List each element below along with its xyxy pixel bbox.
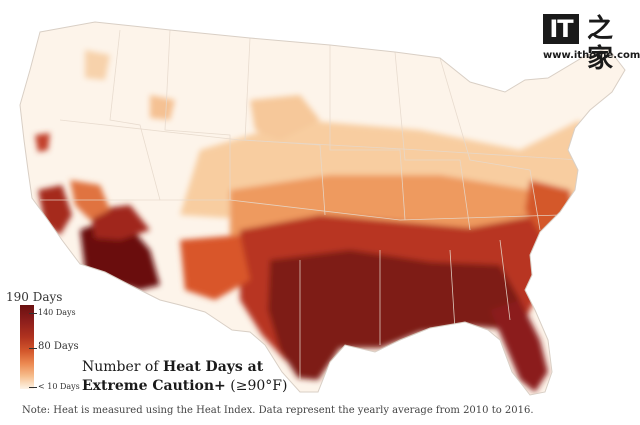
map-title-prefix: Number of xyxy=(82,359,163,375)
legend-tick-140 xyxy=(29,313,37,314)
map-title: Number of Heat Days at Extreme Caution+ … xyxy=(82,358,287,396)
logo-glyph: 之家 xyxy=(587,14,614,74)
ithome-logo: IT 之家 www.ithome.com xyxy=(543,14,640,74)
logo-url: www.ithome.com xyxy=(543,50,640,61)
data-note: Note: Heat is measured using the Heat In… xyxy=(22,405,534,416)
logo-mark: IT xyxy=(543,14,579,44)
legend-label-80: 80 Days xyxy=(38,341,79,352)
legend-label-140: 140 Days xyxy=(38,308,76,317)
map-title-suffix: (≥90°F) xyxy=(225,378,288,394)
legend-color-bar xyxy=(20,305,34,389)
us-outline xyxy=(19,21,626,396)
map-title-bold-1: Heat Days at xyxy=(163,359,264,375)
legend-label-10: < 10 Days xyxy=(38,382,80,391)
legend-max-label: 190 Days xyxy=(6,290,63,304)
state-borders xyxy=(40,29,581,380)
map-title-bold-2: Extreme Caution+ xyxy=(82,378,226,394)
legend-tick-80 xyxy=(29,348,37,349)
legend-tick-10 xyxy=(29,387,37,388)
